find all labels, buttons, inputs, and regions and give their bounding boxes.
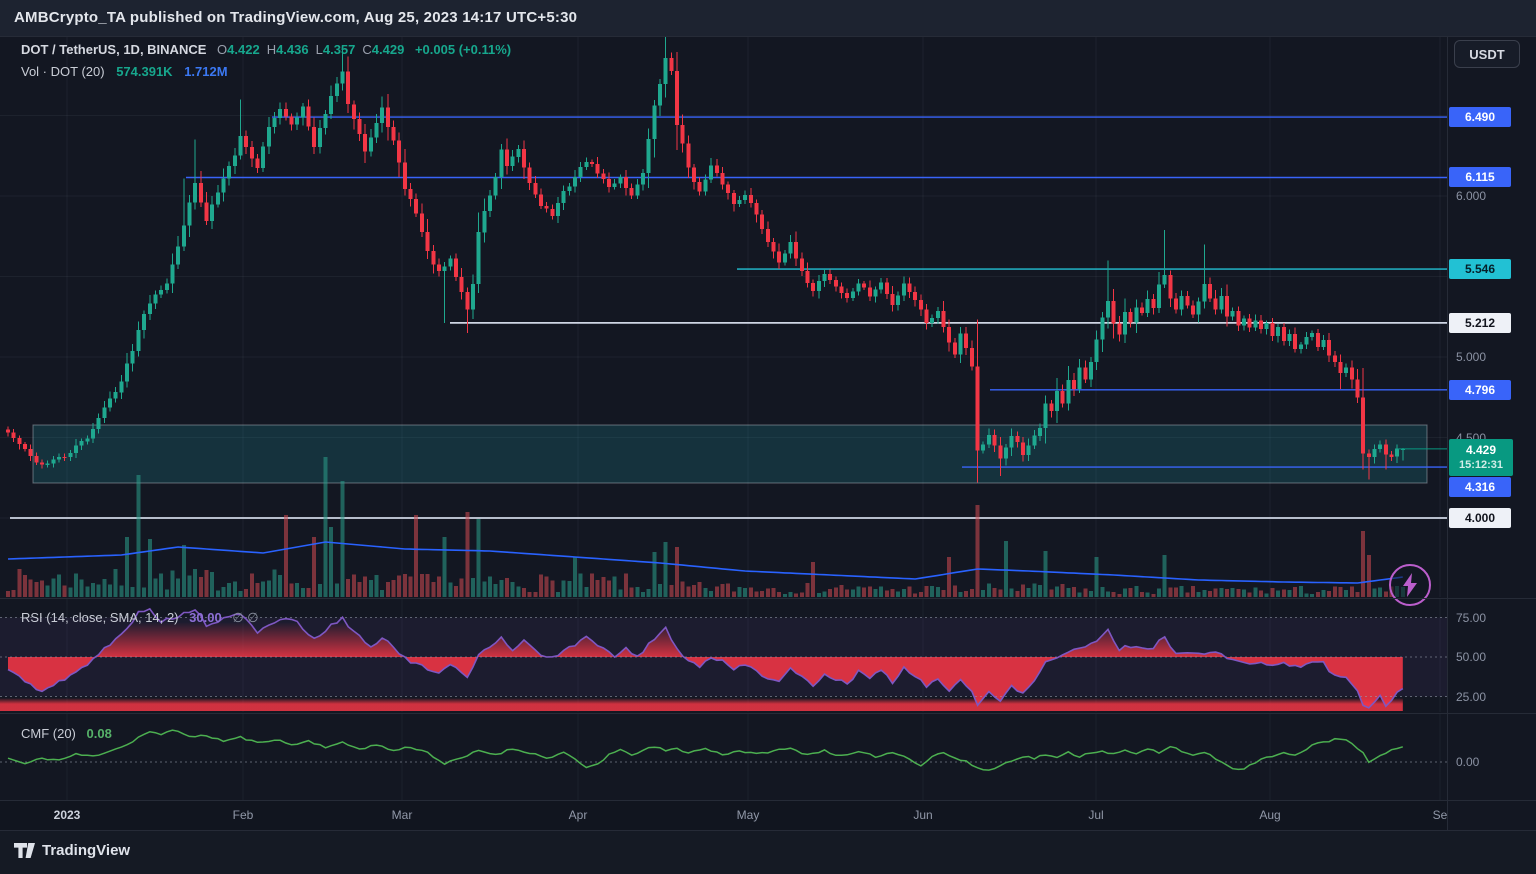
volume-legend-row[interactable]: Vol · DOT (20) 574.391K 1.712M <box>21 64 228 79</box>
rsi-axis-label: 25.00 <box>1456 690 1487 704</box>
rsi-study-title: RSI (14, close, SMA, 14, 2) <box>21 610 179 625</box>
volume-ma-value: 1.712M <box>184 64 228 79</box>
cmf-axis-label: 0.00 <box>1456 755 1480 769</box>
level-price-label: 4.796 <box>1449 380 1511 400</box>
divider <box>1447 36 1448 830</box>
divider <box>0 36 1536 37</box>
main-price-chart[interactable] <box>0 36 1447 597</box>
lightning-boost-button[interactable] <box>1389 564 1431 606</box>
time-axis-label: Se <box>1432 808 1448 822</box>
ohlc-key: H <box>266 42 277 57</box>
published-header: AMBCrypto_TA published on TradingView.co… <box>0 0 1536 36</box>
time-axis[interactable]: 2023 Feb Mar Apr May Jun Jul Aug Se <box>0 801 1447 830</box>
rsi-axis-label: 75.00 <box>1456 611 1487 625</box>
volume-study-title: Vol · DOT (20) <box>21 64 105 79</box>
cmf-study-title: CMF (20) <box>21 726 76 741</box>
ohlc-values: O4.422 H4.436 L4.357 C4.429 <box>210 42 404 57</box>
time-axis-label: May <box>736 808 760 822</box>
level-price-label: 6.490 <box>1449 107 1511 127</box>
symbol-title: DOT / TetherUS, 1D, BINANCE <box>21 42 207 57</box>
tradingview-mark-icon <box>14 843 35 858</box>
time-axis-label: Jul <box>1088 808 1104 822</box>
tradingview-brand-text: TradingView <box>42 842 131 859</box>
bar-countdown: 15:12:31 <box>1458 458 1504 471</box>
cmf-legend-row[interactable]: CMF (20) 0.08 <box>21 726 112 741</box>
level-price-label: 6.115 <box>1449 167 1511 187</box>
cmf-value: 0.08 <box>86 726 112 741</box>
change-value: +0.005 (+0.11%) <box>414 42 512 57</box>
published-line: AMBCrypto_TA published on TradingView.co… <box>14 9 578 26</box>
time-axis-label: Mar <box>391 808 413 822</box>
price-axis-label: 5.000 <box>1456 350 1487 364</box>
ohlc-val: 4.429 <box>371 42 405 57</box>
current-price-label: 4.429 15:12:31 <box>1449 439 1513 476</box>
ohlc-val: 4.422 <box>227 42 260 57</box>
time-axis-label: Feb <box>232 808 254 822</box>
time-axis-label: Apr <box>568 808 588 822</box>
level-price-label: 5.546 <box>1449 259 1511 279</box>
divider <box>0 713 1536 714</box>
level-price-label: 4.000 <box>1449 508 1511 528</box>
lightning-icon <box>1403 573 1417 597</box>
rsi-value: 30.00 <box>189 610 222 625</box>
volume-value: 574.391K <box>116 64 173 79</box>
symbol-legend-row[interactable]: DOT / TetherUS, 1D, BINANCE O4.422 H4.436… <box>21 42 511 57</box>
tradingview-logo[interactable]: TradingView <box>14 842 130 859</box>
ohlc-val: 4.357 <box>322 42 356 57</box>
rsi-pane[interactable] <box>0 598 1447 712</box>
ohlc-val: 4.436 <box>276 42 309 57</box>
ohlc-key: O <box>217 42 228 57</box>
footer-bar: TradingView <box>0 831 1536 874</box>
cmf-pane[interactable] <box>0 714 1447 800</box>
ohlc-key: C <box>362 42 372 57</box>
time-axis-label: 2023 <box>53 808 81 822</box>
time-axis-label: Aug <box>1259 808 1281 822</box>
ohlc-key: L <box>315 42 323 57</box>
rsi-axis-label: 50.00 <box>1456 650 1487 664</box>
currency-toggle-button[interactable]: USDT <box>1454 40 1520 68</box>
rsi-legend-row[interactable]: RSI (14, close, SMA, 14, 2) 30.00 ∅ ∅ <box>21 610 259 626</box>
level-price-label: 5.212 <box>1449 313 1511 333</box>
price-axis-label: 6.000 <box>1456 189 1487 203</box>
divider <box>0 800 1536 801</box>
level-price-label: 4.316 <box>1449 477 1511 497</box>
rsi-hidden-values: ∅ ∅ <box>232 610 259 625</box>
divider <box>0 830 1536 831</box>
divider <box>0 598 1536 599</box>
time-axis-label: Jun <box>913 808 933 822</box>
